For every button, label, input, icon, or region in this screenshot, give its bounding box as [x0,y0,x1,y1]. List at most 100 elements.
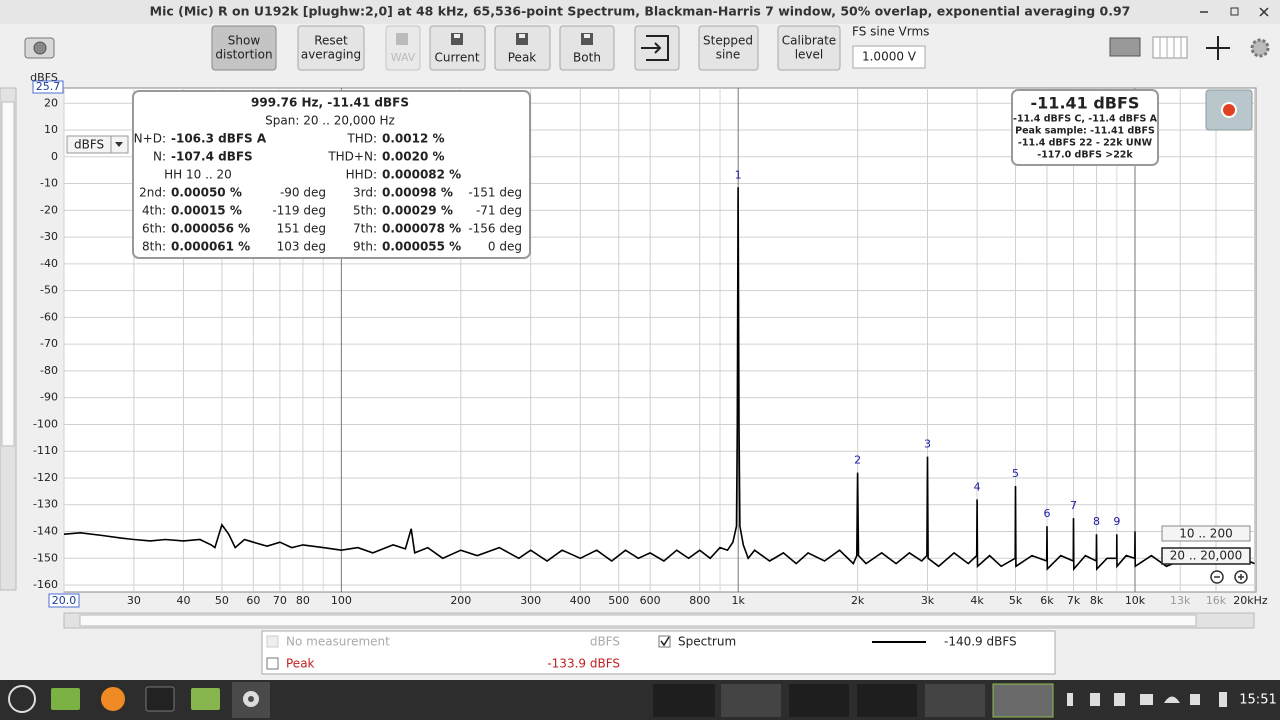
x-tick-label: 16k [1206,594,1227,607]
info-value: 0.00015 % [171,204,242,218]
harmonic-label: 8 [1093,515,1100,528]
unit-select[interactable]: dBFS [66,135,129,154]
x-tick-label: 60 [246,594,260,607]
import-button[interactable] [634,25,680,71]
y-tick-label: -110 [33,444,58,457]
title-bar [0,0,1280,24]
info-value: 0.00050 % [171,186,242,200]
checkbox[interactable] [658,635,671,648]
distortion-info: 999.76 Hz, -11.41 dBFS Span: 20 .. 20,000… [134,96,522,254]
button-label: sine [716,48,741,62]
info-label: 5th: [353,204,377,218]
y-tick-label: 0 [51,150,58,163]
info-label: 6th: [142,222,166,236]
zoom-out-x[interactable] [1210,570,1224,584]
x-tick-label: 80 [296,594,310,607]
info-value: 0.0020 % [382,150,445,164]
info-value: 0.00098 % [382,186,453,200]
y-tick-label: -90 [40,391,58,404]
button-label: distortion [215,48,272,62]
v-scroll-thumb[interactable] [1,101,15,447]
level-panel [1011,89,1159,166]
x-tick-label: 2k [851,594,865,607]
peak-button[interactable]: Peak [494,25,551,71]
button-label: level [795,48,824,62]
y-tick-label: -60 [40,310,58,323]
level-line: Peak sample: -11.41 dBFS [1015,126,1155,137]
stepped-sine-button[interactable]: Stepped sine [698,25,759,71]
checkbox[interactable] [266,657,279,670]
legend-label: Spectrum [678,635,736,649]
range-box[interactable] [1161,547,1251,565]
wav-button[interactable]: WAV [385,25,421,71]
legend-label: Peak [286,657,315,671]
harmonic-label: 5 [1012,467,1019,480]
h-scroll-thumb[interactable] [79,614,1197,627]
current-button[interactable]: Current [429,25,486,71]
info-value: -107.4 dBFS [171,150,253,164]
info-phase: -71 deg [476,204,522,218]
info-label: 3rd: [353,186,377,200]
calibrate-level-button[interactable]: Calibrate level [777,25,841,71]
legend-value: dBFS [590,635,620,649]
button-label: averaging [301,48,361,62]
button-label: Calibrate [782,34,836,48]
info-phase: -151 deg [468,186,522,200]
harmonic-label: 9 [1113,515,1120,528]
taskbar-apps[interactable] [8,682,1054,718]
x-tick-label: 40 [176,594,190,607]
x-tick-label: 10k [1125,594,1146,607]
harmonic-label: 1 [735,168,742,181]
legend-value: -133.9 dBFS [547,657,620,671]
info-label: 2nd: [139,186,166,200]
distortion-panel [132,90,531,259]
close[interactable] [1259,7,1269,17]
x-tick-label: 500 [608,594,629,607]
legend-value: -140.9 dBFS [944,635,1017,649]
info-value: 0.000078 % [382,222,461,236]
y-tick-label: -160 [33,578,58,591]
button-label: Peak [508,51,537,65]
info-value: -106.3 dBFS A [171,132,267,146]
y-tick-label: -20 [40,203,58,216]
harmonic-label: 4 [974,480,981,493]
x-tick-label: 3k [921,594,935,607]
reset-averaging-button[interactable]: Reset averaging [297,25,365,71]
info-value: 0.00029 % [382,204,453,218]
level-line: -11.4 dBFS 22 - 22k UNW [1018,138,1153,149]
range-label: 10 .. 200 [1179,527,1232,541]
fs-label: FS sine Vrms [852,25,929,39]
view-icons[interactable] [1109,36,1270,60]
show-distortion-button[interactable]: Show distortion [211,25,277,71]
checkbox [266,635,279,648]
range-box[interactable] [1161,525,1251,542]
x-tick-label: 5k [1009,594,1023,607]
y-top-box[interactable] [32,80,64,94]
both-button[interactable]: Both [559,25,615,71]
x-tick-label: 100 [331,594,352,607]
info-phase: -156 deg [468,222,522,236]
tray-icons[interactable] [1067,692,1227,707]
level-main: -11.41 dBFS [1031,94,1140,113]
check-mark [660,636,670,647]
maximize[interactable] [1230,7,1239,16]
info-hh: HH 10 .. 20 [164,168,232,182]
x-tick-label: 1k [731,594,745,607]
x-tick-label: 30 [127,594,141,607]
spectrum-trace [63,187,1255,572]
y-tick-label: -150 [33,551,58,564]
y-tick-label: -40 [40,257,58,270]
fs-input[interactable] [852,45,926,69]
record-button[interactable] [1205,89,1253,131]
info-label: THD+N: [327,150,377,164]
info-phase: -119 deg [272,204,326,218]
unit-select-value: dBFS [74,138,104,152]
x-tick-label: 20.0 [52,594,77,607]
harmonic-label: 6 [1043,507,1050,520]
zoom-in-x[interactable] [1234,570,1248,584]
x-tick-label: 300 [520,594,541,607]
camera-button[interactable] [24,37,55,59]
x-tick-label: 70 [273,594,287,607]
